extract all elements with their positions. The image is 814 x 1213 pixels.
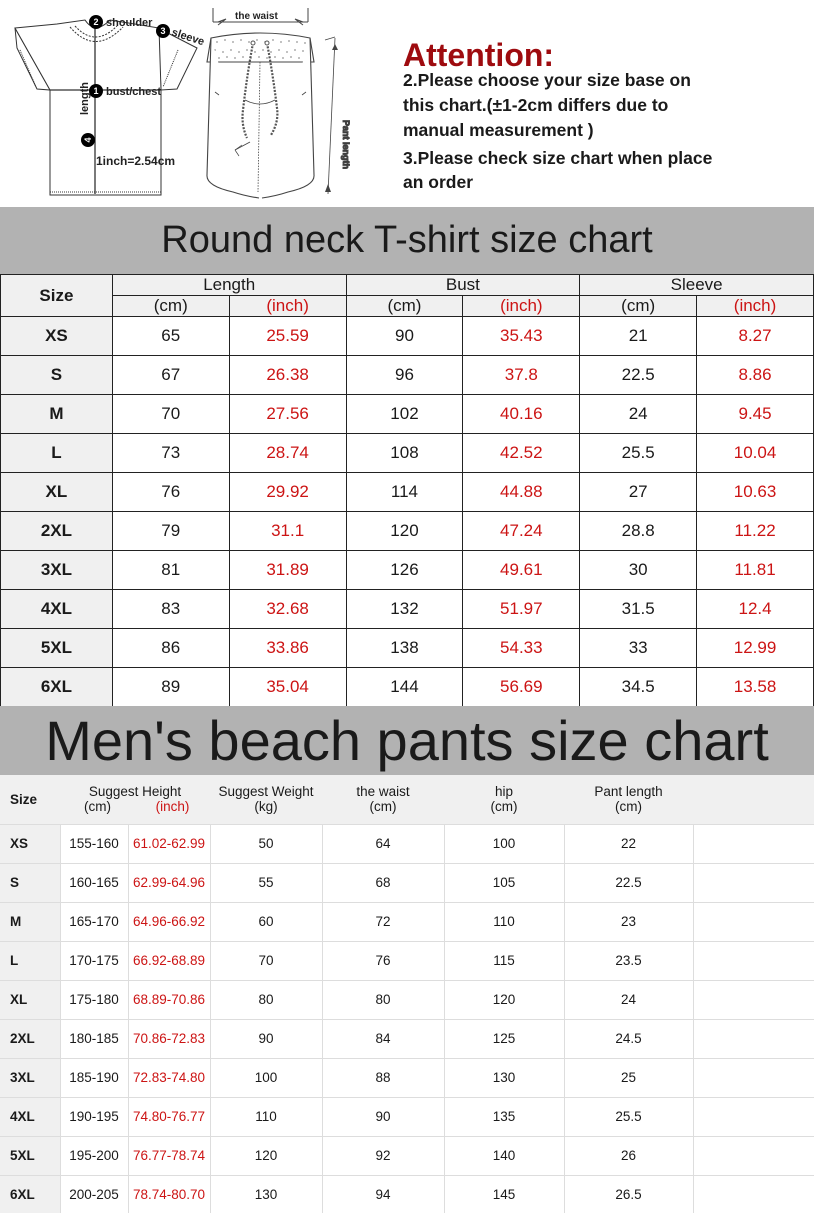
svg-text:Pant length: Pant length (341, 120, 351, 169)
svg-text:1: 1 (93, 86, 98, 96)
svg-text:bust/chest: bust/chest (106, 86, 161, 98)
svg-text:length: length (79, 82, 91, 115)
svg-text:4: 4 (83, 137, 93, 142)
svg-text:3: 3 (160, 26, 165, 36)
svg-text:shoulder: shoulder (106, 17, 153, 29)
svg-text:2: 2 (93, 17, 98, 27)
svg-text:1inch=2.54cm: 1inch=2.54cm (96, 154, 175, 168)
svg-text:the waist: the waist (235, 11, 278, 22)
